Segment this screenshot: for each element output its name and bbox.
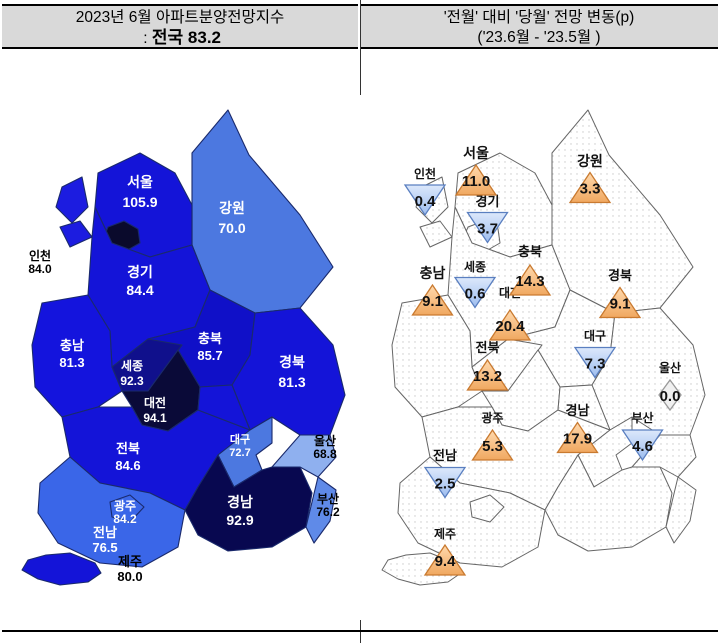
svg-text:경북: 경북 [608,268,632,283]
svg-text:부산: 부산 [317,491,339,506]
svg-text:충남: 충남 [60,338,84,353]
svg-text:81.3: 81.3 [59,355,84,370]
svg-text:7.3: 7.3 [585,356,606,373]
svg-text:9.4: 9.4 [435,553,457,570]
svg-text:전남: 전남 [433,448,457,463]
svg-text:제주: 제주 [118,554,142,569]
svg-text:80.0: 80.0 [117,569,142,584]
svg-text:84.2: 84.2 [113,512,137,526]
svg-text:광주: 광주 [114,498,136,513]
svg-text:광주: 광주 [481,410,503,425]
svg-text:84.6: 84.6 [115,458,140,473]
svg-text:부산: 부산 [631,410,653,425]
svg-text:경기: 경기 [127,264,153,280]
svg-text:9.1: 9.1 [610,296,631,313]
svg-text:13.2: 13.2 [473,368,502,385]
svg-text:72.7: 72.7 [229,447,250,459]
svg-text:4.6: 4.6 [632,438,653,455]
svg-text:인천: 인천 [29,248,51,263]
svg-text:충남: 충남 [420,265,446,281]
svg-text:경남: 경남 [566,403,590,418]
svg-text:9.1: 9.1 [422,293,443,310]
svg-text:울산: 울산 [659,360,681,375]
svg-text:14.3: 14.3 [515,273,544,290]
svg-text:105.9: 105.9 [122,194,157,210]
svg-text:대구: 대구 [230,432,250,446]
svg-text:81.3: 81.3 [278,374,305,390]
svg-text:11.0: 11.0 [462,173,490,190]
svg-text:68.8: 68.8 [313,447,337,461]
svg-text:84.0: 84.0 [28,262,52,276]
svg-text:충북: 충북 [518,244,542,259]
svg-text:서울: 서울 [463,145,489,161]
svg-text:전북: 전북 [476,340,500,355]
svg-text:94.1: 94.1 [143,411,167,425]
svg-text:세종: 세종 [121,358,143,373]
svg-text:84.4: 84.4 [126,282,153,298]
svg-text:대전: 대전 [144,395,166,410]
svg-text:충북: 충북 [198,331,222,346]
svg-text:92.9: 92.9 [226,512,253,528]
svg-text:85.7: 85.7 [197,348,222,363]
svg-text:70.0: 70.0 [218,220,245,236]
svg-text:전북: 전북 [116,441,140,456]
svg-text:서울: 서울 [127,174,153,190]
svg-text:경북: 경북 [279,354,305,370]
svg-text:전남: 전남 [93,525,117,540]
svg-text:92.3: 92.3 [120,374,144,388]
svg-text:0.6: 0.6 [465,286,486,303]
svg-text:제주: 제주 [434,527,456,541]
svg-text:20.4: 20.4 [495,318,525,335]
svg-text:5.3: 5.3 [482,438,503,455]
svg-text:대구: 대구 [584,329,606,343]
svg-text:세종: 세종 [464,259,486,274]
svg-text:0.4: 0.4 [415,193,437,210]
svg-text:2.5: 2.5 [435,476,456,493]
svg-text:3.7: 3.7 [477,221,498,238]
svg-text:76.2: 76.2 [316,505,340,519]
svg-text:3.3: 3.3 [580,181,601,198]
svg-text:강원: 강원 [219,200,245,216]
svg-text:강원: 강원 [577,153,603,169]
svg-text:인천: 인천 [414,166,436,181]
svg-text:경남: 경남 [227,494,253,510]
svg-text:울산: 울산 [314,433,336,448]
svg-text:경기: 경기 [476,194,500,209]
svg-text:76.5: 76.5 [92,540,117,555]
svg-text:17.9: 17.9 [563,431,592,448]
svg-text:0.0: 0.0 [660,388,681,405]
